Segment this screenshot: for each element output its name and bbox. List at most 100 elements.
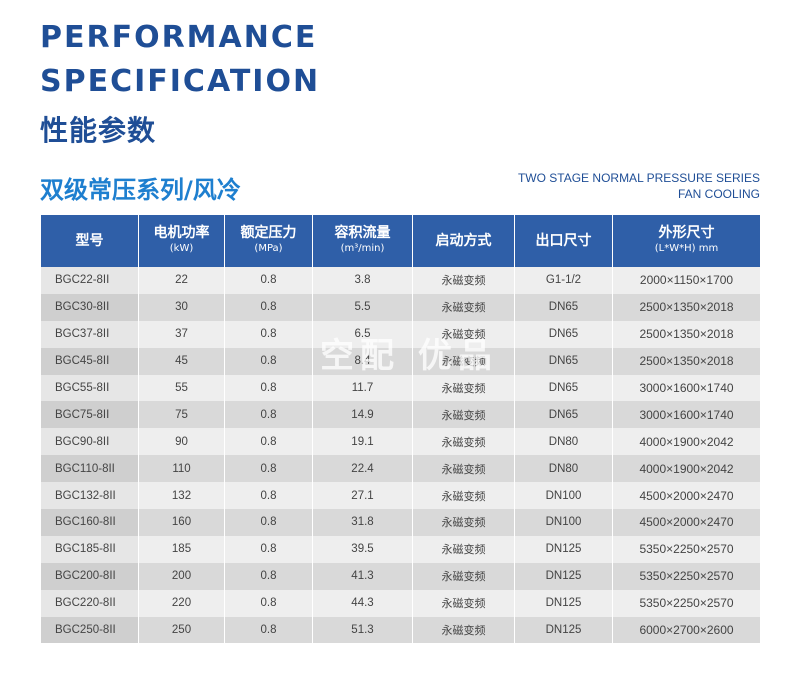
cell-flow-rate: 27.1 — [312, 482, 413, 510]
cell-start-mode: 永磁变频 — [412, 589, 515, 617]
header-label: 型号 — [75, 233, 104, 249]
cell-flow-rate: 44.3 — [312, 589, 413, 617]
cell-dimensions: 3000×1600×1740 — [612, 374, 761, 402]
header-start-mode: 启动方式 — [412, 215, 515, 267]
cell-motor-power: 30 — [138, 293, 225, 321]
cell-outlet-size: DN65 — [514, 293, 613, 321]
cell-dimensions: 4000×1900×2042 — [612, 455, 761, 483]
cell-flow-rate: 8.4 — [312, 347, 413, 375]
cell-start-mode: 永磁变频 — [412, 509, 515, 536]
series-title-en: TWO STAGE NORMAL PRESSURE SERIES FAN COO… — [518, 170, 760, 202]
table-row: BGC160-8II 160 0.8 31.8 永磁变频 DN100 4500×2000×2… — [40, 509, 761, 536]
cell-outlet-size: DN125 — [514, 616, 613, 644]
table-row: BGC55-8II 55 0.8 11.7 永磁变频 DN65 3000×1600×1740 — [40, 374, 761, 402]
cell-motor-power: 75 — [138, 401, 225, 429]
spec-table: 型号 电机功率 (kW) 额定压力 (MPa) 容积流量 (m³/min) 启动方式 出口尺寸 外… — [40, 215, 761, 644]
cell-model: BGC90-8II — [40, 428, 139, 456]
cell-model: BGC185-8II — [40, 535, 139, 563]
cell-flow-rate: 31.8 — [312, 509, 413, 536]
cell-start-mode: 永磁变频 — [412, 347, 515, 375]
cell-rated-pressure: 0.8 — [224, 482, 313, 510]
table-header-row: 型号 电机功率 (kW) 额定压力 (MPa) 容积流量 (m³/min) 启动方式 出口尺寸 外… — [40, 215, 761, 267]
header-unit: (L*W*H) mm — [654, 243, 719, 254]
cell-dimensions: 5350×2250×2570 — [612, 562, 761, 590]
cell-motor-power: 200 — [138, 562, 225, 590]
cell-model: BGC30-8II — [40, 293, 139, 321]
cell-dimensions: 5350×2250×2570 — [612, 589, 761, 617]
heading-specification: SPECIFICATION — [40, 64, 321, 99]
header-unit: (MPa) — [254, 243, 283, 254]
table-row: BGC45-8II 45 0.8 8.4 永磁变频 DN65 2500×1350×2018 — [40, 347, 761, 375]
cell-dimensions: 2500×1350×2018 — [612, 347, 761, 375]
series-title-en-line1: TWO STAGE NORMAL PRESSURE SERIES — [517, 171, 760, 185]
cell-dimensions: 2500×1350×2018 — [612, 320, 761, 348]
cell-start-mode: 永磁变频 — [412, 401, 515, 429]
cell-motor-power: 37 — [138, 320, 225, 348]
cell-flow-rate: 51.3 — [312, 616, 413, 644]
cell-outlet-size: DN65 — [514, 347, 613, 375]
cell-rated-pressure: 0.8 — [224, 509, 313, 536]
cell-outlet-size: DN100 — [514, 482, 613, 510]
cell-motor-power: 45 — [138, 347, 225, 375]
cell-start-mode: 永磁变频 — [412, 455, 515, 483]
series-title-en-line2: FAN COOLING — [677, 187, 760, 201]
heading-cn: 性能参数 — [40, 114, 157, 147]
header-label: 出口尺寸 — [535, 233, 592, 249]
table-row: BGC22-8II 22 0.8 3.8 永磁变频 G1-1/2 2000×1150×170… — [40, 267, 761, 294]
cell-start-mode: 永磁变频 — [412, 535, 515, 563]
cell-model: BGC110-8II — [40, 455, 139, 483]
cell-start-mode: 永磁变频 — [412, 320, 515, 348]
cell-rated-pressure: 0.8 — [224, 320, 313, 348]
cell-outlet-size: DN65 — [514, 401, 613, 429]
header-unit: (m³/min) — [340, 243, 385, 254]
cell-start-mode: 永磁变频 — [412, 374, 515, 402]
cell-flow-rate: 41.3 — [312, 562, 413, 590]
cell-rated-pressure: 0.8 — [224, 267, 313, 294]
cell-dimensions: 6000×2700×2600 — [612, 616, 761, 644]
cell-motor-power: 22 — [138, 267, 225, 294]
cell-motor-power: 90 — [138, 428, 225, 456]
header-label: 电机功率 — [153, 225, 210, 241]
cell-model: BGC220-8II — [40, 589, 139, 617]
header-unit: (kW) — [169, 243, 194, 254]
cell-start-mode: 永磁变频 — [412, 616, 515, 644]
cell-motor-power: 250 — [138, 616, 225, 644]
table-row: BGC37-8II 37 0.8 6.5 永磁变频 DN65 2500×1350×2018 — [40, 320, 761, 348]
cell-start-mode: 永磁变频 — [412, 562, 515, 590]
header-model: 型号 — [40, 215, 139, 267]
cell-start-mode: 永磁变频 — [412, 482, 515, 510]
cell-dimensions: 4500×2000×2470 — [612, 482, 761, 510]
cell-motor-power: 132 — [138, 482, 225, 510]
cell-motor-power: 160 — [138, 509, 225, 536]
cell-dimensions: 4500×2000×2470 — [612, 509, 761, 536]
header-label: 启动方式 — [435, 233, 492, 249]
cell-rated-pressure: 0.8 — [224, 589, 313, 617]
cell-model: BGC200-8II — [40, 562, 139, 590]
table-row: BGC185-8II 185 0.8 39.5 永磁变频 DN125 5350×2250×2… — [40, 535, 761, 563]
cell-model: BGC45-8II — [40, 347, 139, 375]
table-row: BGC30-8II 30 0.8 5.5 永磁变频 DN65 2500×1350×2018 — [40, 293, 761, 321]
cell-outlet-size: DN80 — [514, 428, 613, 456]
cell-model: BGC37-8II — [40, 320, 139, 348]
table-row: BGC220-8II 220 0.8 44.3 永磁变频 DN125 5350×2250×2… — [40, 589, 761, 617]
cell-motor-power: 185 — [138, 535, 225, 563]
cell-outlet-size: G1-1/2 — [514, 267, 613, 294]
cell-outlet-size: DN125 — [514, 562, 613, 590]
cell-model: BGC55-8II — [40, 374, 139, 402]
cell-motor-power: 55 — [138, 374, 225, 402]
cell-rated-pressure: 0.8 — [224, 616, 313, 644]
table-row: BGC110-8II 110 0.8 22.4 永磁变频 DN80 4000×1900×20… — [40, 455, 761, 483]
cell-model: BGC75-8II — [40, 401, 139, 429]
header-flow-rate: 容积流量 (m³/min) — [312, 215, 413, 267]
cell-flow-rate: 6.5 — [312, 320, 413, 348]
header-label: 容积流量 — [334, 225, 391, 241]
cell-flow-rate: 19.1 — [312, 428, 413, 456]
cell-rated-pressure: 0.8 — [224, 535, 313, 563]
cell-model: BGC132-8II — [40, 482, 139, 510]
cell-motor-power: 220 — [138, 589, 225, 617]
header-dimensions: 外形尺寸 (L*W*H) mm — [612, 215, 761, 267]
cell-flow-rate: 39.5 — [312, 535, 413, 563]
table-row: BGC90-8II 90 0.8 19.1 永磁变频 DN80 4000×1900×2042 — [40, 428, 761, 456]
cell-flow-rate: 11.7 — [312, 374, 413, 402]
header-outlet-size: 出口尺寸 — [514, 215, 613, 267]
